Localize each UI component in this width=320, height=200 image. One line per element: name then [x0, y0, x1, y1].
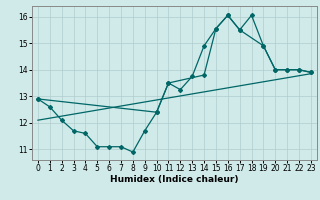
- X-axis label: Humidex (Indice chaleur): Humidex (Indice chaleur): [110, 175, 239, 184]
